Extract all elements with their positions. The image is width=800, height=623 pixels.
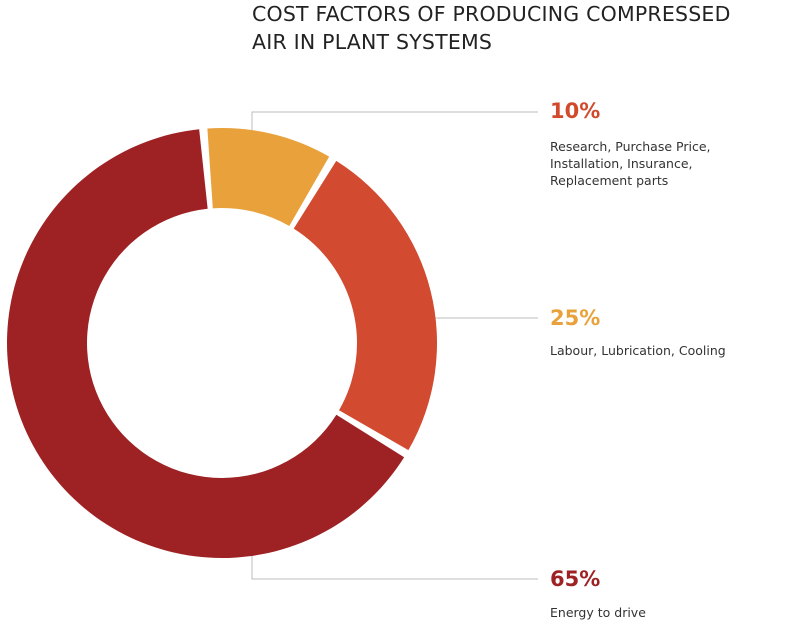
slice-description-65-percent: Energy to drive bbox=[550, 604, 790, 621]
slice-description-10-percent: Research, Purchase Price, Installation, … bbox=[550, 138, 790, 189]
leader-lines bbox=[251, 111, 538, 580]
slice-label-25-percent: 25% bbox=[550, 306, 601, 330]
chart-title: COST FACTORS OF PRODUCING COMPRESSED AIR… bbox=[252, 0, 792, 56]
slice-label-65-percent: 65% bbox=[550, 567, 601, 591]
slice-description-line: Research, Purchase Price, bbox=[550, 139, 711, 154]
donut-slice-10-percent bbox=[207, 127, 330, 226]
leader-line-10-percent bbox=[251, 111, 538, 138]
slice-description-25-percent: Labour, Lubrication, Cooling bbox=[550, 342, 790, 359]
leader-line-65-percent bbox=[251, 555, 538, 580]
slice-description-line: Energy to drive bbox=[550, 605, 646, 620]
donut-slices bbox=[7, 127, 437, 558]
chart-title-line-1: COST FACTORS OF PRODUCING COMPRESSED bbox=[252, 2, 731, 26]
donut-slice-25-percent bbox=[293, 160, 437, 451]
slice-description-line: Installation, Insurance, bbox=[550, 156, 693, 171]
slice-label-10-percent: 10% bbox=[550, 99, 601, 123]
chart-title-line-2: AIR IN PLANT SYSTEMS bbox=[252, 30, 493, 54]
donut-slice-65-percent bbox=[7, 129, 405, 558]
slice-description-line: Labour, Lubrication, Cooling bbox=[550, 343, 726, 358]
slice-description-line: Replacement parts bbox=[550, 173, 669, 188]
